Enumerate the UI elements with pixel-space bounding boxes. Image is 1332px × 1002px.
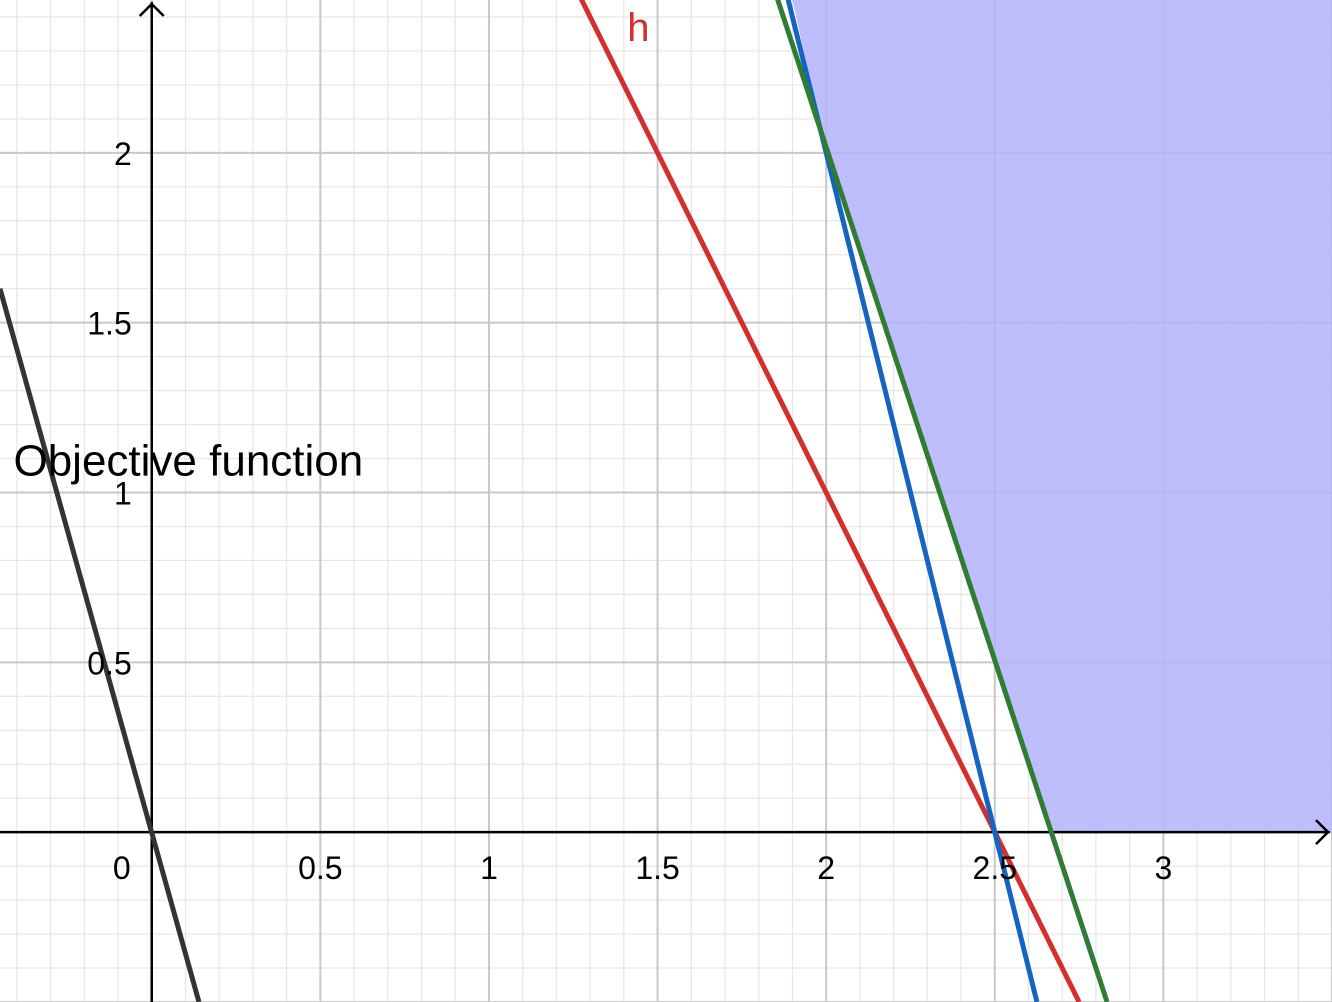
curve-label-h: h: [627, 6, 649, 50]
annotations: h Objective function: [13, 6, 649, 486]
x-tick-label: 1: [480, 850, 498, 886]
y-tick-label: 1: [114, 476, 132, 512]
x-tick-label: 3: [1154, 850, 1172, 886]
series-line-3: [775, 0, 1110, 1002]
x-tick-label: 2: [817, 850, 835, 886]
x-tick-label: 1.5: [635, 850, 679, 886]
y-tick-label: 2: [114, 136, 132, 172]
feasible-region: [792, 0, 1332, 833]
x-tick-label: 0.5: [298, 850, 342, 886]
x-tick-labels: 0 0.5 1 1.5 2 2.5 3: [113, 850, 1172, 886]
y-axis-arrow: [138, 2, 165, 17]
annotation-label: Objective function: [13, 437, 363, 486]
y-tick-label: 0.5: [87, 645, 131, 681]
y-tick-label: 1.5: [87, 306, 131, 342]
x-tick-label: 2.5: [973, 850, 1017, 886]
x-tick-label: 0: [113, 850, 131, 886]
x-axis-arrow: [1315, 819, 1330, 846]
series-line-4: [0, 288, 202, 1002]
series-lines: [0, 0, 1110, 1002]
y-tick-labels: 0.5 1 1.5 2: [87, 136, 131, 681]
